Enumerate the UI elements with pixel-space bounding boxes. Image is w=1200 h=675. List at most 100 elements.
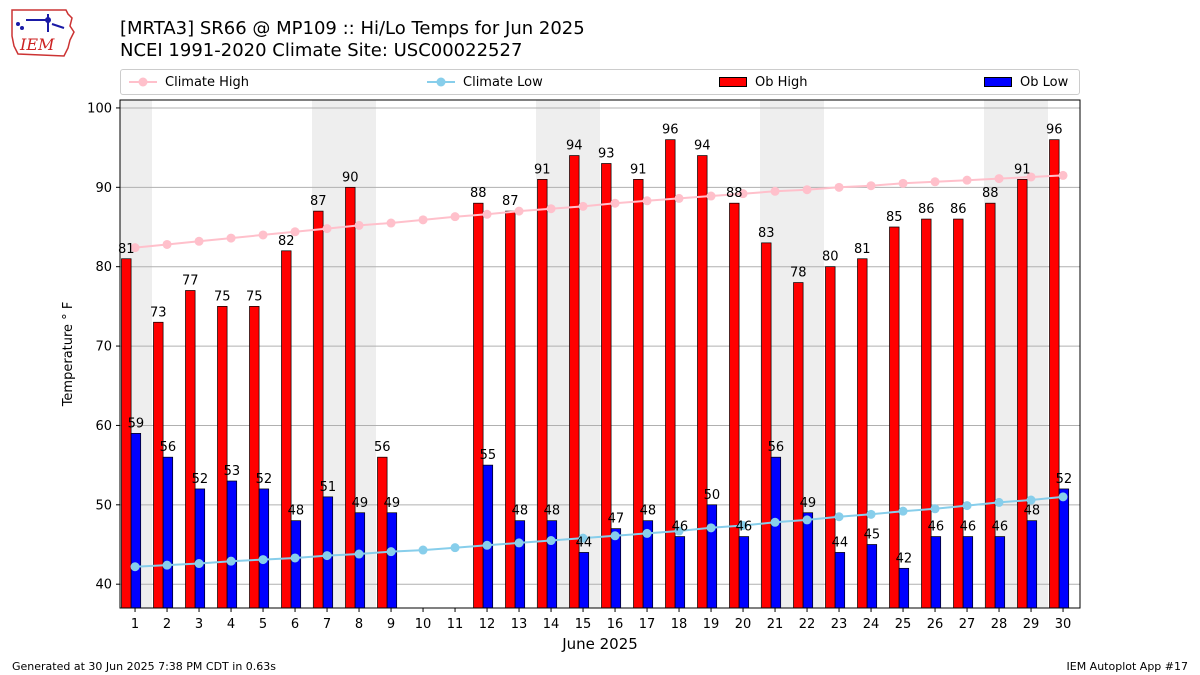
climate-low-point-day-25 (898, 506, 908, 516)
ob-low-bar-day-19 (706, 504, 718, 609)
ob-low-label-day-3: 52 (192, 472, 209, 487)
x-tick-label-day-27: 27 (959, 617, 976, 632)
x-tick-label-day-20: 20 (735, 617, 752, 632)
ob-high-bar-day-23 (825, 266, 836, 609)
ob-low-bar-day-15 (578, 552, 590, 609)
ob-high-label-day-13: 87 (502, 194, 519, 209)
climate-high-point-day-23 (834, 182, 844, 192)
ob-high-bar-day-28 (985, 202, 996, 609)
climate-high-point-day-26 (930, 177, 940, 187)
climate-low-point-day-14 (546, 536, 556, 546)
y-tick-label-90: 90 (95, 181, 112, 196)
ob-high-bar-day-9 (377, 456, 388, 609)
ob-low-label-day-2: 56 (160, 440, 177, 455)
chart-subtitle: NCEI 1991-2020 Climate Site: USC00022527 (120, 40, 523, 61)
ob-high-label-day-29: 91 (1014, 162, 1031, 177)
climate-low-point-day-16 (610, 531, 620, 541)
ob-high-label-day-28: 88 (982, 186, 999, 201)
climate-high-point-day-17 (642, 196, 652, 206)
x-tick-label-day-30: 30 (1055, 617, 1072, 632)
climate-high-point-day-27 (962, 175, 972, 185)
climate-high-point-day-19 (706, 191, 716, 201)
ob-high-label-day-3: 77 (182, 274, 199, 289)
plot-frame (119, 99, 1081, 609)
climate-low-point-day-27 (962, 501, 972, 511)
climate-low-point-day-11 (450, 543, 460, 553)
ob-low-label-day-5: 52 (256, 472, 273, 487)
x-tick-label-day-2: 2 (163, 617, 171, 632)
ob-high-bar-day-29 (1017, 179, 1028, 609)
ob-high-label-day-4: 75 (214, 289, 231, 304)
legend-label-climate-high: Climate High (165, 74, 250, 90)
climate-high-point-day-20 (738, 189, 748, 199)
climate-low-point-day-26 (930, 504, 940, 514)
climate-low-point-day-23 (834, 512, 844, 522)
ob-low-label-day-4: 53 (224, 464, 241, 479)
ob-high-label-day-16: 93 (598, 147, 615, 162)
climate-low-point-day-3 (194, 559, 204, 569)
ob-high-label-day-14: 91 (534, 162, 551, 177)
ob-high-bar-day-19 (697, 155, 708, 609)
ob-low-label-day-1: 59 (128, 416, 145, 431)
ob-low-bar-day-6 (290, 520, 302, 609)
x-tick-label-day-1: 1 (131, 617, 139, 632)
ob-low-label-day-13: 48 (512, 504, 529, 519)
ob-low-bar-day-13 (514, 520, 526, 609)
climate-high-point-day-9 (386, 218, 396, 228)
x-tick-label-day-8: 8 (355, 617, 363, 632)
climate-high-line (134, 174, 1064, 249)
ob-low-label-day-24: 45 (864, 528, 881, 543)
climate-high-point-day-18 (674, 193, 684, 203)
x-tick-label-day-7: 7 (323, 617, 331, 632)
ob-high-label-day-15: 94 (566, 139, 583, 154)
climate-low-point-day-24 (866, 509, 876, 519)
ob-high-label-day-12: 88 (470, 186, 487, 201)
ob-high-label-day-30: 96 (1046, 123, 1063, 138)
ob-high-bar-day-30 (1049, 139, 1060, 609)
climate-low-point-day-15 (578, 533, 588, 543)
x-tick-label-day-9: 9 (387, 617, 395, 632)
ob-low-label-day-21: 56 (768, 440, 785, 455)
ob-low-label-day-15: 44 (576, 535, 593, 550)
legend-swatch-climate-high (129, 77, 157, 87)
ob-high-label-day-23: 80 (822, 250, 839, 265)
ob-low-label-day-18: 46 (672, 520, 689, 535)
ob-low-label-day-22: 49 (800, 496, 817, 511)
climate-low-point-day-8 (354, 549, 364, 559)
climate-high-point-day-13 (514, 206, 524, 216)
climate-high-point-day-14 (546, 204, 556, 214)
climate-low-point-day-18 (674, 526, 684, 536)
x-tick-label-day-23: 23 (831, 617, 848, 632)
ob-low-bar-day-22 (802, 512, 814, 609)
climate-high-point-day-4 (226, 233, 236, 243)
ob-low-bar-day-18 (674, 536, 686, 609)
chart-title: [MRTA3] SR66 @ MP109 :: Hi/Lo Temps for … (120, 18, 585, 39)
ob-high-bar-day-5 (249, 306, 260, 609)
x-tick-label-day-17: 17 (639, 617, 656, 632)
ob-low-bar-day-21 (770, 456, 782, 609)
x-tick-label-day-26: 26 (927, 617, 944, 632)
ob-low-label-day-14: 48 (544, 504, 561, 519)
climate-high-point-day-6 (290, 227, 300, 237)
ob-low-bar-day-29 (1026, 520, 1038, 609)
climate-low-point-day-9 (386, 547, 396, 557)
climate-high-point-day-16 (610, 198, 620, 208)
ob-high-bar-day-14 (537, 179, 548, 609)
ob-high-label-day-17: 91 (630, 162, 647, 177)
climate-low-point-day-1 (130, 562, 140, 572)
x-tick-label-day-24: 24 (863, 617, 880, 632)
ob-low-label-day-25: 42 (896, 551, 913, 566)
climate-low-point-day-20 (738, 520, 748, 530)
climate-high-point-day-10 (418, 215, 428, 225)
climate-high-point-day-8 (354, 220, 364, 230)
ob-high-bar-day-27 (953, 218, 964, 609)
ob-low-bar-day-23 (834, 552, 846, 609)
y-tick-label-80: 80 (95, 260, 112, 275)
climate-low-point-day-13 (514, 538, 524, 548)
climate-high-point-day-2 (162, 239, 172, 249)
climate-high-point-day-7 (322, 224, 332, 234)
climate-low-point-day-28 (994, 497, 1004, 507)
ob-high-label-day-25: 85 (886, 210, 903, 225)
ob-low-label-day-26: 46 (928, 520, 945, 535)
